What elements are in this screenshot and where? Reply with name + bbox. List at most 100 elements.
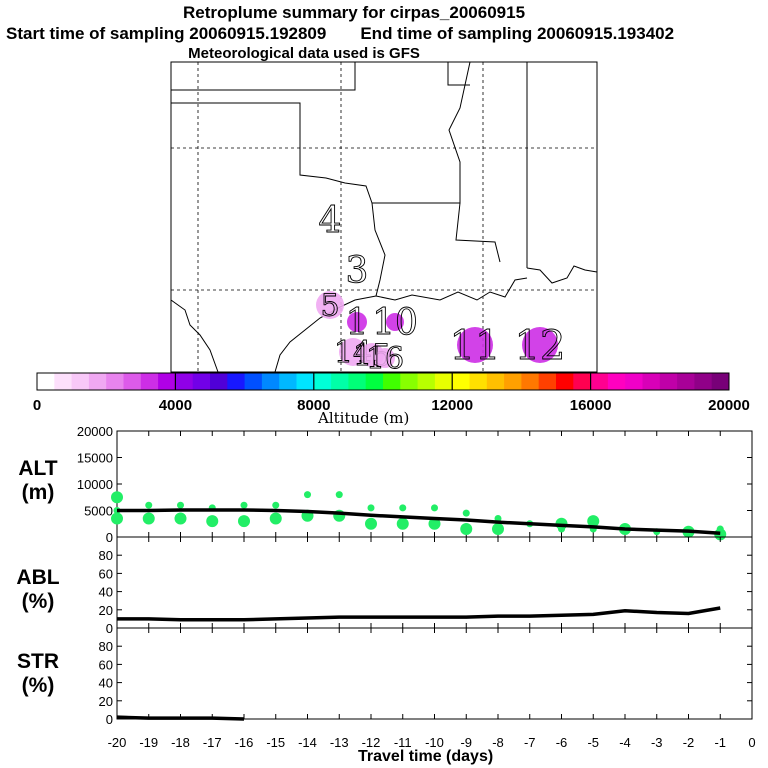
y-tick-label: 80 bbox=[99, 548, 113, 563]
colorbar-swatch bbox=[538, 373, 557, 390]
colorbar-swatch bbox=[711, 373, 730, 390]
altitude-point bbox=[240, 501, 248, 509]
map-marker-label: 10 bbox=[372, 303, 418, 344]
y-tick-label: 40 bbox=[99, 585, 113, 600]
y-tick-label: 20 bbox=[99, 694, 113, 709]
x-tick-label: -3 bbox=[651, 735, 663, 750]
y-tick-label: 15000 bbox=[77, 451, 113, 466]
abl-panel-label: ABL (%) bbox=[16, 566, 60, 613]
x-tick-label: -10 bbox=[425, 735, 444, 750]
colorbar-swatch bbox=[694, 373, 713, 390]
colorbar-tick-label: 0 bbox=[33, 397, 41, 414]
map-marker-dot bbox=[339, 338, 367, 366]
map-boundaries bbox=[170, 61, 598, 373]
colorbar-swatch bbox=[279, 373, 297, 390]
colorbar-swatch bbox=[296, 373, 315, 390]
altitude-point bbox=[462, 509, 470, 517]
map-frame bbox=[170, 61, 598, 373]
altitude-point bbox=[365, 517, 377, 530]
x-tick-label: -13 bbox=[330, 735, 349, 750]
colorbar-swatch bbox=[244, 373, 263, 390]
x-tick-label: -20 bbox=[108, 735, 127, 750]
colorbar-swatch bbox=[400, 373, 419, 390]
alt-panel-label: ALT (m) bbox=[18, 457, 58, 504]
y-tick-label: 0 bbox=[106, 530, 113, 545]
colorbar-tick-label: 8000 bbox=[297, 397, 330, 414]
colorbar-swatch bbox=[54, 373, 73, 390]
colorbar-swatch bbox=[348, 373, 367, 390]
x-tick-label: -12 bbox=[362, 735, 381, 750]
altitude-point bbox=[174, 512, 187, 525]
x-tick-label: -9 bbox=[460, 735, 472, 750]
y-tick-label: 10000 bbox=[77, 477, 113, 492]
map-marker-label: 11 bbox=[450, 323, 501, 369]
colorbar-swatch bbox=[158, 373, 176, 390]
colorbar-swatch bbox=[573, 373, 592, 390]
map-marker-label: 12 bbox=[515, 323, 566, 369]
str-line bbox=[116, 715, 245, 721]
altitude-median-line bbox=[117, 508, 721, 536]
colorbar-swatch bbox=[677, 373, 695, 390]
altitude-point bbox=[335, 491, 343, 499]
x-tick-label: -5 bbox=[587, 735, 599, 750]
colorbar-swatch bbox=[607, 373, 626, 390]
altitude-colorbar: 0 4000 8000 12000 16000 20000 bbox=[33, 372, 750, 414]
altitude-point bbox=[177, 501, 184, 509]
x-tick-label: -4 bbox=[619, 735, 631, 750]
x-tick-label: -2 bbox=[683, 735, 695, 750]
y-tick-label: 20000 bbox=[77, 424, 113, 439]
colorbar-swatch bbox=[417, 373, 436, 390]
colorbar-swatch bbox=[521, 373, 540, 390]
colorbar-swatch bbox=[469, 373, 488, 390]
chart-panels: 0 5000 10000 15000 20000 0 20 40 60 80 0 20 40 60 80 -2… bbox=[77, 424, 756, 750]
colorbar-swatch bbox=[175, 373, 194, 390]
y-tick-label: 0 bbox=[106, 712, 113, 727]
colorbar-swatch bbox=[365, 373, 384, 390]
altitude-point bbox=[145, 501, 153, 509]
panel-frame bbox=[116, 627, 753, 720]
colorbar-label: Altitude (m) bbox=[318, 409, 410, 427]
x-axis-label: Travel time (days) bbox=[358, 748, 494, 765]
str-panel-label: STR (%) bbox=[17, 650, 59, 697]
map-marker-dot bbox=[386, 313, 404, 331]
x-tick-label: -6 bbox=[556, 735, 568, 750]
map-marker-label: 16 bbox=[366, 342, 404, 377]
altitude-point bbox=[111, 512, 123, 525]
altitude-point bbox=[304, 491, 311, 499]
altitude-point bbox=[428, 517, 441, 530]
start-time: Start time of sampling 20060915.192809 bbox=[6, 24, 327, 43]
map-marker-label: 3 bbox=[346, 251, 369, 292]
colorbar-swatch bbox=[140, 373, 159, 390]
y-tick-label: 20 bbox=[99, 603, 113, 618]
x-tick-label: -14 bbox=[298, 735, 317, 750]
altitude-point bbox=[460, 523, 473, 536]
colorbar-swatch bbox=[625, 373, 643, 390]
x-tick-label: -19 bbox=[139, 735, 158, 750]
colorbar-swatch bbox=[37, 373, 55, 390]
colorbar-tick-label: 16000 bbox=[570, 397, 612, 414]
map-marker-dot bbox=[522, 327, 558, 363]
colorbar-swatch bbox=[210, 373, 228, 390]
colorbar-swatch bbox=[434, 373, 453, 390]
sampling-times: Start time of sampling 20060915.192809 En… bbox=[0, 24, 768, 44]
x-tick-label: -8 bbox=[492, 735, 504, 750]
map-marker-dot bbox=[316, 291, 344, 319]
altitude-point bbox=[431, 504, 438, 512]
colorbar-swatch bbox=[88, 373, 107, 390]
panel-frame bbox=[116, 536, 753, 629]
colorbar-tick-label: 4000 bbox=[159, 397, 192, 414]
x-tick-label: -7 bbox=[524, 735, 536, 750]
altitude-point bbox=[396, 517, 409, 530]
y-tick-label: 5000 bbox=[84, 504, 113, 519]
x-tick-label: -16 bbox=[235, 735, 254, 750]
altitude-point bbox=[399, 504, 407, 512]
map-marker-label: 4 bbox=[319, 201, 342, 242]
colorbar-swatch bbox=[486, 373, 505, 390]
colorbar-tick-label: 20000 bbox=[708, 397, 750, 414]
abl-line bbox=[117, 606, 721, 622]
colorbar-swatch bbox=[590, 373, 609, 390]
altitude-point bbox=[111, 491, 123, 504]
altitude-point bbox=[269, 512, 282, 525]
